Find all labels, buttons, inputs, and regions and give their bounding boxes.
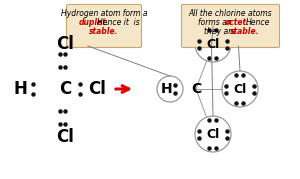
Text: stable.: stable. xyxy=(230,26,259,35)
Text: C: C xyxy=(59,80,71,98)
Text: Hence it  is: Hence it is xyxy=(97,18,140,26)
Text: Cl: Cl xyxy=(206,127,220,141)
Text: Hydrogen atom form a: Hydrogen atom form a xyxy=(61,8,147,18)
Text: Cl: Cl xyxy=(88,80,106,98)
Text: Cl: Cl xyxy=(56,128,74,146)
FancyBboxPatch shape xyxy=(67,4,142,47)
FancyBboxPatch shape xyxy=(182,4,280,47)
Text: Hence: Hence xyxy=(245,18,270,26)
Text: C: C xyxy=(191,82,201,96)
Text: H: H xyxy=(13,80,27,98)
Text: stable.: stable. xyxy=(89,26,119,35)
Text: octet.: octet. xyxy=(225,18,250,26)
Text: Cl: Cl xyxy=(56,35,74,53)
Text: duplet.: duplet. xyxy=(79,18,109,26)
Text: Cl: Cl xyxy=(206,37,220,50)
Text: Cl: Cl xyxy=(233,83,247,96)
Text: forms an: forms an xyxy=(198,18,231,26)
Text: H: H xyxy=(161,82,173,96)
Text: All the chlorine atoms: All the chlorine atoms xyxy=(189,8,272,18)
Text: they are: they are xyxy=(205,26,236,35)
